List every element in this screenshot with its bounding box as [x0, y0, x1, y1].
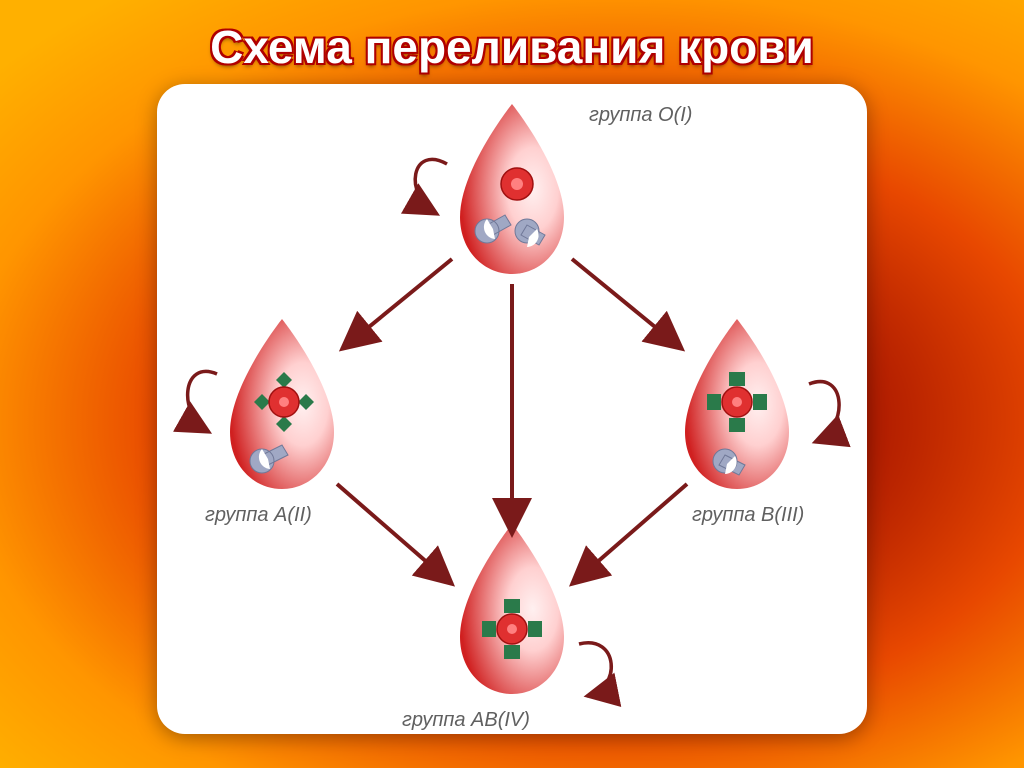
diagram-card: группа О(I) группа А(II) группа В(III) г…	[157, 84, 867, 734]
arrows-layer	[157, 84, 867, 734]
page-title: Схема переливания крови	[210, 20, 814, 74]
